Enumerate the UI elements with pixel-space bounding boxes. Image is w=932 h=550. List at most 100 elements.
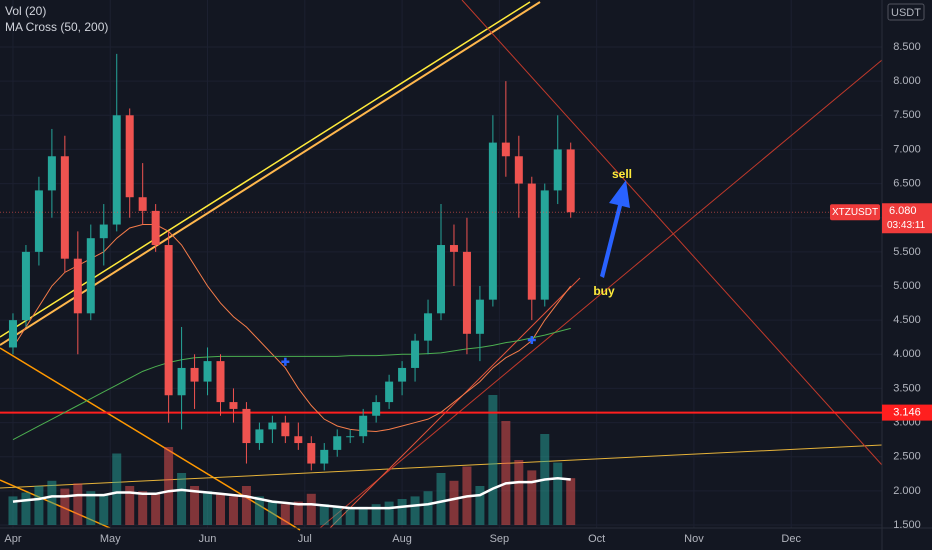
volume-bar: [358, 506, 368, 525]
y-tick-label: 5.500: [893, 246, 921, 258]
x-tick-label: May: [100, 533, 121, 545]
volume-bar: [501, 421, 511, 525]
volume-bar: [397, 499, 407, 525]
volume-bar: [164, 447, 174, 525]
moving-average: [12, 327, 571, 441]
candle-body: [359, 415, 368, 437]
candle-body: [21, 251, 30, 321]
candle-body: [553, 149, 562, 191]
volume-bar: [553, 462, 563, 525]
currency-box: [887, 3, 925, 21]
countdown: 03:43:11: [887, 220, 926, 231]
candle-body: [385, 381, 394, 403]
volume-bar: [228, 496, 238, 525]
y-tick-label: 2.500: [893, 451, 921, 463]
candle-body: [99, 224, 108, 239]
arrow: [600, 180, 630, 278]
candle-body: [424, 313, 433, 341]
volume-bar: [293, 501, 303, 525]
price-tag: [882, 404, 932, 421]
x-tick-label: Sep: [490, 533, 510, 545]
y-tick-label: 1.500: [893, 519, 921, 531]
candle-body: [8, 320, 17, 348]
y-tick-label: 8.500: [893, 41, 921, 53]
volume-bar: [241, 486, 251, 525]
indicator-label: Vol (20): [5, 4, 46, 18]
candle-body: [125, 115, 134, 198]
volume-bar: [60, 488, 70, 525]
volume-bar: [267, 501, 277, 525]
trend-line: [461, 0, 883, 466]
candle-body: [242, 408, 251, 444]
y-tick-label: 6.500: [893, 177, 921, 189]
volume-bar: [177, 473, 187, 525]
volume-bar: [125, 486, 135, 525]
volume-bar: [475, 486, 485, 525]
indicator-label: MA Cross (50, 200): [5, 20, 108, 34]
candle-body: [164, 245, 173, 396]
volume-bar: [384, 501, 394, 525]
volume-bar: [449, 480, 459, 525]
volume-bar: [410, 496, 420, 525]
annotation: sell: [612, 167, 632, 181]
y-tick-label: 8.000: [893, 75, 921, 87]
y-tick-label: 7.000: [893, 143, 921, 155]
x-tick-label: Apr: [4, 533, 21, 545]
y-tick-label: 3.500: [893, 382, 921, 394]
volume-bar: [8, 496, 18, 525]
candle-body: [514, 156, 523, 184]
volume-bar: [332, 506, 342, 525]
y-tick-label: 7.500: [893, 109, 921, 121]
candle-body: [216, 361, 225, 403]
candle-body: [462, 251, 471, 334]
volume-bar: [280, 504, 290, 525]
candle-body: [346, 436, 355, 438]
volume-bar: [527, 470, 537, 525]
candle-body: [475, 299, 484, 334]
volume-bar: [112, 453, 122, 525]
candle-body: [540, 190, 549, 300]
volume-bar: [86, 491, 96, 525]
volume-bar: [99, 493, 109, 525]
candle-body: [372, 402, 381, 416]
price-tag: [882, 203, 932, 234]
candle-body: [294, 436, 303, 444]
trend-line: [319, 59, 883, 529]
volume-bar: [73, 483, 83, 525]
candle-body: [138, 197, 147, 211]
trend-line: [0, 444, 883, 489]
volume-bar: [203, 491, 213, 525]
candle-body: [86, 238, 95, 314]
volume-bar: [190, 486, 200, 525]
cross-marker: [527, 335, 536, 344]
symbol: XTZUSDT: [832, 207, 878, 218]
annotation: buy: [593, 284, 615, 298]
candle-body: [488, 142, 497, 300]
candle-body: [411, 340, 420, 368]
x-tick-label: Aug: [392, 533, 412, 545]
symbol-tag: [830, 204, 880, 221]
volume-bar: [488, 395, 498, 525]
candle-body: [333, 436, 342, 450]
volume-bar: [138, 491, 148, 525]
candle-body: [501, 142, 510, 157]
volume-bar: [319, 504, 329, 525]
volume-bar: [21, 492, 31, 525]
candle-body: [60, 156, 69, 259]
candle-body: [281, 422, 290, 437]
volume-bar: [371, 504, 381, 525]
candle-body: [307, 443, 316, 464]
y-tick-label: 4.000: [893, 348, 921, 360]
volume-bar: [216, 493, 225, 525]
candle-body: [47, 156, 56, 191]
volume-bar: [436, 473, 446, 525]
candle-body: [190, 367, 199, 382]
candle-body: [177, 367, 186, 396]
last-price: 6.080: [889, 205, 917, 217]
candle-body: [566, 149, 575, 213]
y-tick-label: 4.500: [893, 314, 921, 326]
x-tick-label: Jul: [298, 533, 312, 545]
candle-body: [34, 190, 43, 252]
volume-bar: [306, 493, 316, 525]
